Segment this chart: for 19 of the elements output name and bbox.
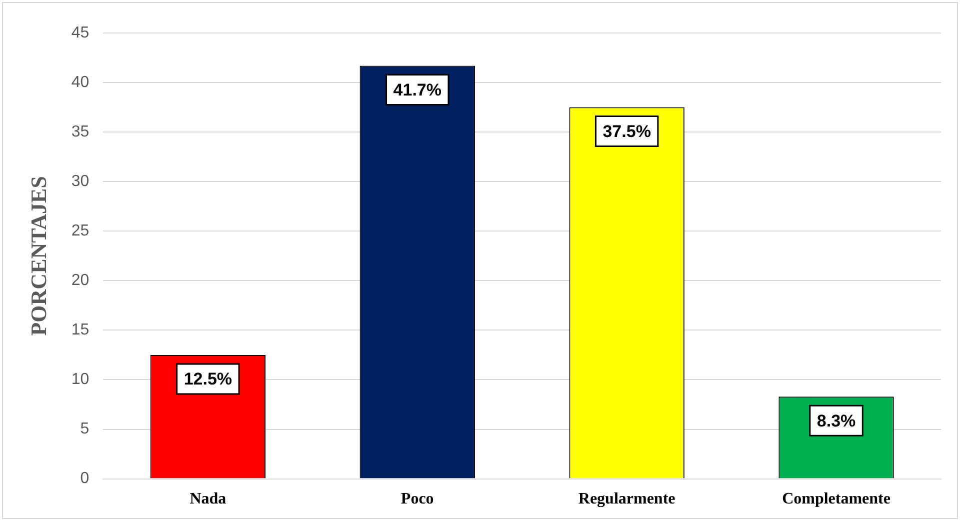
y-tick-label: 25: [71, 222, 90, 240]
data-label: 12.5%: [184, 370, 232, 389]
y-tick-label: 5: [80, 420, 90, 438]
data-label: 8.3%: [816, 411, 856, 430]
y-tick-label: 30: [71, 173, 90, 190]
y-tick-label: 45: [71, 24, 90, 42]
x-tick-label: Nada: [190, 490, 226, 508]
y-tick-label: 15: [71, 322, 90, 339]
y-axis-title: PORCENTAJES: [26, 176, 51, 336]
x-tick-label: Poco: [400, 490, 434, 508]
y-tick-label: 40: [71, 74, 90, 91]
data-label: 41.7%: [393, 80, 442, 100]
x-tick-label: Completamente: [782, 490, 890, 508]
y-tick-label: 35: [71, 123, 90, 140]
data-label: 37.5%: [602, 122, 651, 141]
y-tick-label: 10: [71, 371, 90, 388]
x-tick-label: Regularmente: [578, 490, 676, 508]
y-tick-label: 0: [80, 470, 90, 488]
y-tick-label: 20: [71, 272, 90, 290]
